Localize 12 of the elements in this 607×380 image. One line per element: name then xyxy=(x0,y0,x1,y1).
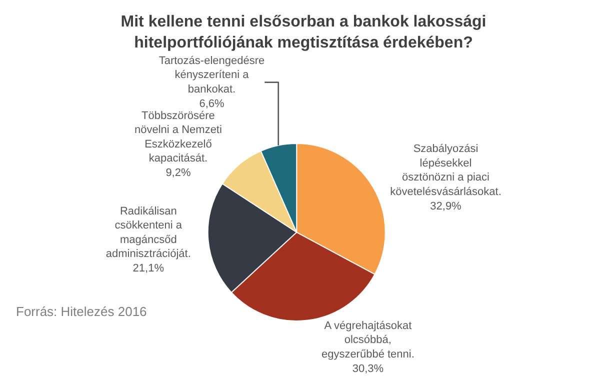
data-label: 6,6% xyxy=(199,98,224,110)
data-label: 30,3% xyxy=(352,362,384,375)
data-label: 32,9% xyxy=(430,200,462,212)
slice-label: A végrehajtásokat olcsóbbá, egyszerűbbé tenni. xyxy=(321,320,414,360)
data-label: 9,2% xyxy=(166,167,191,180)
slice-label: Tartozás-elengedésre kényszeríteni a bankokat. xyxy=(158,54,265,96)
slice-label: Radikálisan csökkenteni a magáncsőd adminisztrációját. xyxy=(106,205,191,260)
text: Forrás: Hitelezés 2016 xyxy=(16,304,147,319)
data-label: 21,1% xyxy=(132,262,164,274)
chart-title: Mit kellene tenni elsősorban a bankok lakossági hitelportfóliójának megtisztítása érdekében? xyxy=(120,14,486,52)
slice-label: Többszörösére növelni a Nemzeti Eszközkezelő kapacitását. xyxy=(134,110,222,165)
slice-label: Szabályozási lépésekkel ösztönözni a piaci követelésvásárlásokat. xyxy=(390,143,502,198)
